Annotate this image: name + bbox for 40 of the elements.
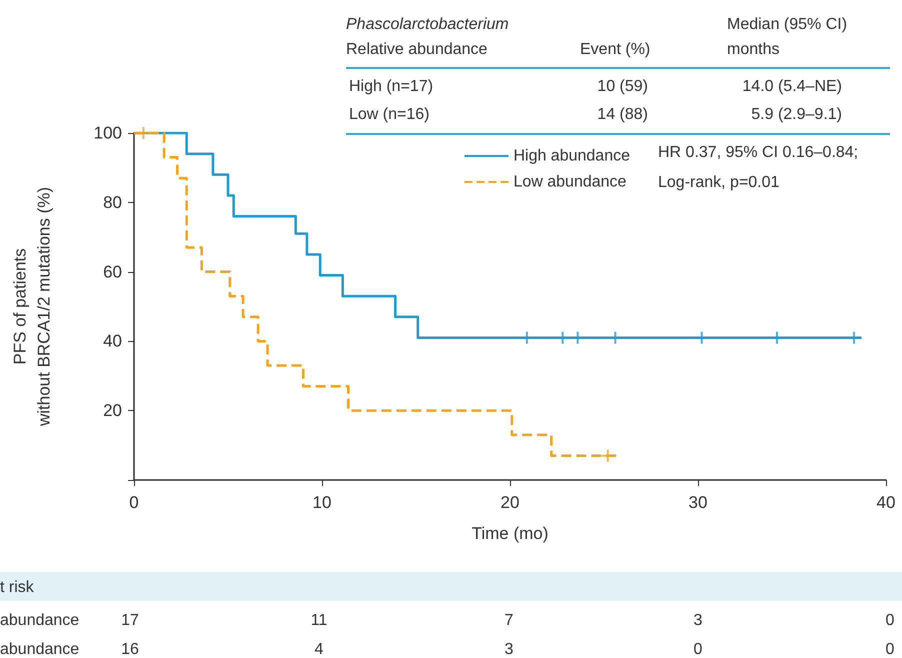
text: months bbox=[727, 40, 780, 60]
text: t risk bbox=[0, 578, 34, 598]
y-tick-label: 20 bbox=[103, 401, 122, 420]
text: 0 bbox=[886, 611, 894, 631]
text: 7 bbox=[504, 611, 514, 631]
text: Event (%) bbox=[580, 40, 650, 60]
text: Phascolarctobacterium bbox=[346, 15, 509, 35]
text: Low (n=16) bbox=[349, 105, 430, 125]
text: abundance bbox=[0, 611, 80, 631]
x-tick-label: 40 bbox=[876, 493, 896, 512]
text: 3 bbox=[694, 611, 702, 631]
text: 10 (59) bbox=[597, 77, 648, 97]
legend-label: High abundance bbox=[513, 148, 630, 164]
y-tick-label: 100 bbox=[94, 124, 122, 142]
legend-label: Low abundance bbox=[513, 174, 627, 190]
x-tick-label: 10 bbox=[312, 493, 332, 512]
text: 16 bbox=[121, 640, 139, 658]
text: 0 bbox=[694, 640, 702, 658]
x-tick-label: 20 bbox=[500, 493, 520, 512]
y-tick-label: 40 bbox=[103, 332, 122, 351]
text: 14 (88) bbox=[597, 105, 648, 125]
y-tick-label: 80 bbox=[103, 192, 122, 212]
y-axis-title: PFS of patients without BRCA1/2 mutations (%) bbox=[10, 186, 54, 428]
x-tick-label: 30 bbox=[688, 493, 708, 512]
x-axis-title: Time (mo) bbox=[472, 524, 548, 543]
text: 5.9 (2.9–9.1) bbox=[751, 105, 842, 125]
x-tick-label: 0 bbox=[129, 493, 139, 512]
y-tick-label: 60 bbox=[103, 262, 122, 282]
text: 4 bbox=[314, 640, 324, 658]
annotation: Log-rank, p=0.01 bbox=[658, 173, 780, 193]
annotation: HR 0.37, 95% CI 0.16–0.84; bbox=[658, 143, 858, 163]
text: High (n=17) bbox=[349, 77, 434, 97]
text: 11 bbox=[310, 611, 328, 631]
text: 3 bbox=[504, 640, 514, 658]
text: Median (95% CI) bbox=[727, 15, 848, 35]
text: 0 bbox=[886, 640, 894, 658]
text: Relative abundance bbox=[346, 40, 488, 60]
text: 14.0 (5.4–NE) bbox=[742, 77, 842, 97]
text: abundance bbox=[0, 640, 80, 658]
text: 17 bbox=[121, 611, 139, 631]
